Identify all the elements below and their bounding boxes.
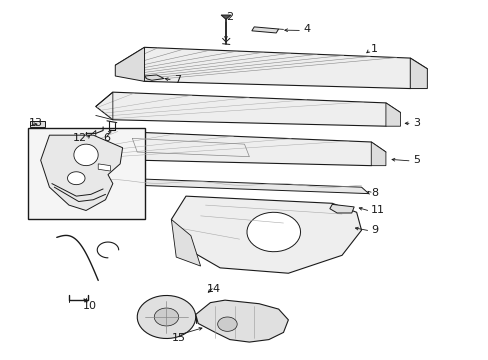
Polygon shape xyxy=(195,300,288,342)
Text: 5: 5 xyxy=(412,155,419,165)
Bar xyxy=(27,128,144,220)
Polygon shape xyxy=(79,131,385,166)
Polygon shape xyxy=(115,47,144,81)
Text: 1: 1 xyxy=(370,44,378,54)
Polygon shape xyxy=(137,296,195,338)
Polygon shape xyxy=(96,92,400,126)
Text: 11: 11 xyxy=(370,206,385,216)
Polygon shape xyxy=(115,47,427,89)
Text: 4: 4 xyxy=(303,24,309,35)
Polygon shape xyxy=(370,142,385,166)
Text: 7: 7 xyxy=(173,75,181,85)
Polygon shape xyxy=(30,121,44,127)
Polygon shape xyxy=(74,144,98,166)
Text: 13: 13 xyxy=(29,118,43,128)
Polygon shape xyxy=(246,212,300,252)
Polygon shape xyxy=(171,220,200,266)
Polygon shape xyxy=(171,196,361,273)
Polygon shape xyxy=(67,172,85,185)
Polygon shape xyxy=(144,75,163,80)
Text: 12: 12 xyxy=(73,133,87,143)
Polygon shape xyxy=(385,103,400,126)
Text: 2: 2 xyxy=(226,12,233,22)
Text: 10: 10 xyxy=(82,301,96,311)
Polygon shape xyxy=(154,308,178,326)
Polygon shape xyxy=(91,177,368,194)
Text: 3: 3 xyxy=(412,118,419,128)
Polygon shape xyxy=(329,204,353,213)
Text: 6: 6 xyxy=(103,133,110,143)
Polygon shape xyxy=(251,27,278,33)
Polygon shape xyxy=(217,317,237,331)
Polygon shape xyxy=(98,164,110,171)
Polygon shape xyxy=(41,135,122,211)
Polygon shape xyxy=(221,15,230,19)
Text: 14: 14 xyxy=(207,284,221,294)
Text: 8: 8 xyxy=(370,188,378,198)
Text: 9: 9 xyxy=(370,225,378,235)
Polygon shape xyxy=(409,58,427,89)
Text: 15: 15 xyxy=(171,333,185,343)
